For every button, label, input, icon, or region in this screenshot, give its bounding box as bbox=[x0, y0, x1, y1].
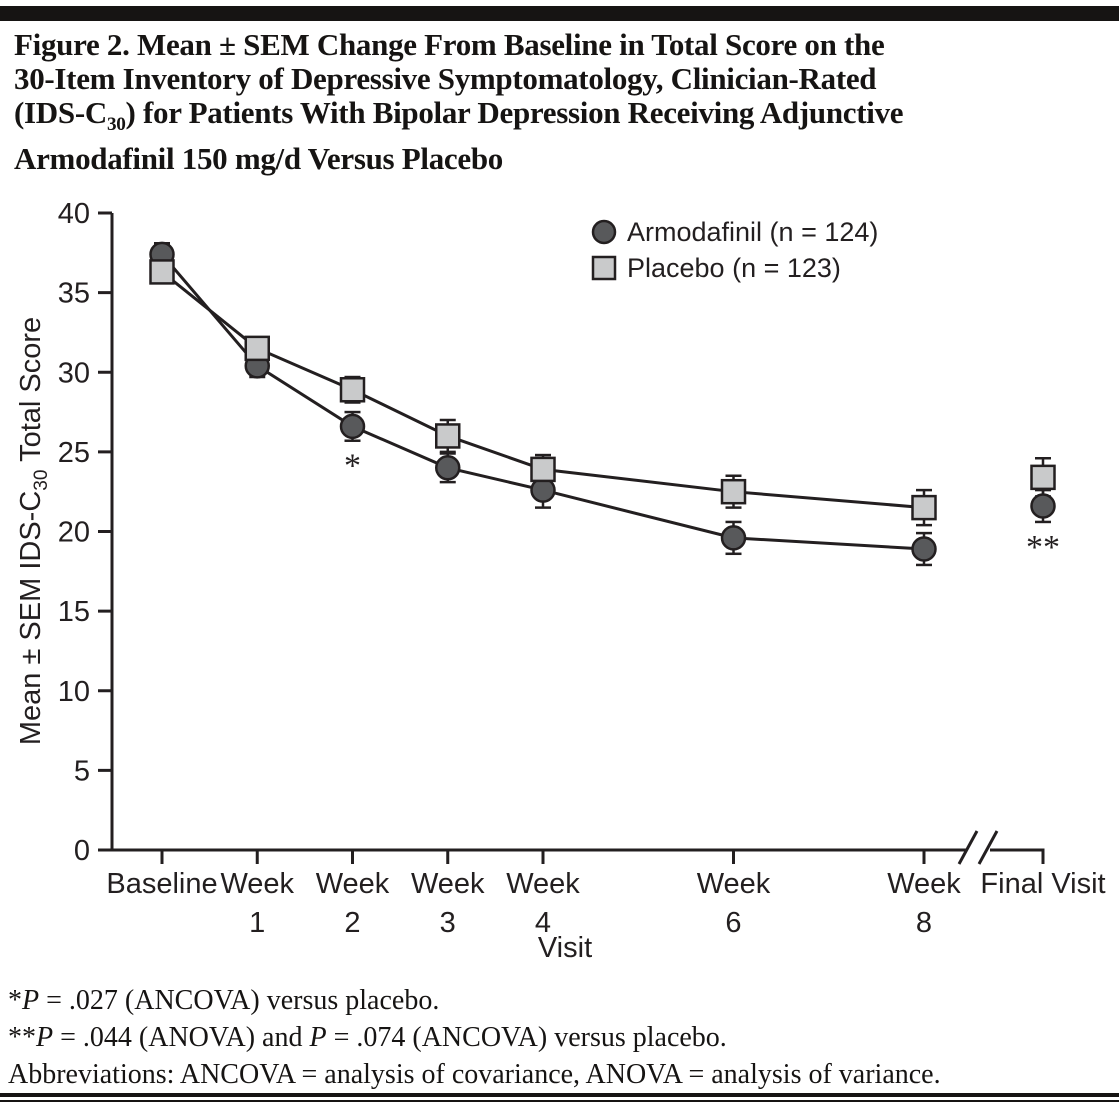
x-axis-label: Week bbox=[411, 868, 485, 900]
y-axis-tick-label: 40 bbox=[58, 198, 90, 230]
text-segment: * bbox=[8, 985, 22, 1016]
figure-title-line: Figure 2. Mean ± SEM Change From Baselin… bbox=[14, 28, 1114, 62]
data-point-placebo bbox=[149, 259, 175, 285]
text-segment: ) for Patients With Bipolar Depression R… bbox=[125, 95, 904, 130]
y-axis-tick-label: 0 bbox=[74, 835, 90, 867]
x-axis-label-line2: 8 bbox=[916, 907, 932, 939]
legend-marker-placebo bbox=[591, 255, 617, 281]
x-axis-label-line2: 3 bbox=[440, 907, 456, 939]
text-segment: Armodafinil 150 mg/d Versus Placebo bbox=[14, 141, 503, 177]
y-axis-tick-label: 30 bbox=[58, 357, 90, 389]
italic-text: P bbox=[22, 985, 40, 1016]
text-segment: = .027 (ANCOVA) versus placebo. bbox=[39, 985, 440, 1016]
x-axis-label: Week bbox=[697, 868, 771, 900]
figure-title-line: Armodafinil 150 mg/d Versus Placebo bbox=[14, 142, 1114, 176]
x-axis-title: Visit bbox=[538, 932, 592, 964]
legend-label-placebo: Placebo (n = 123) bbox=[627, 253, 841, 283]
text-segment: = .074 (ANCOVA) versus placebo. bbox=[326, 1022, 727, 1053]
subscript-text: 30 bbox=[30, 469, 52, 491]
y-axis-tick-label: 10 bbox=[58, 676, 90, 708]
italic-text: P bbox=[309, 1022, 327, 1053]
text-segment: Mean ± SEM IDS-C bbox=[15, 490, 48, 746]
x-axis-label-line2: 6 bbox=[725, 907, 741, 939]
text-segment: Total Score bbox=[15, 316, 48, 470]
text-segment: Abbreviations: ANCOVA = analysis of cova… bbox=[8, 1059, 941, 1090]
y-axis-tick-label: 15 bbox=[58, 596, 90, 628]
significance-marker: ** bbox=[1026, 529, 1060, 566]
text-segment: = .044 (ANOVA) and bbox=[53, 1022, 310, 1053]
axis-break-slash bbox=[957, 830, 979, 865]
text-segment: ** bbox=[8, 1022, 36, 1053]
data-point-placebo bbox=[244, 335, 270, 362]
footnote-line: Abbreviations: ANCOVA = analysis of cova… bbox=[8, 1056, 1116, 1093]
data-point-armodafinil bbox=[1030, 493, 1056, 519]
y-axis-label: Mean ± SEM IDS-C30 Total Score bbox=[15, 317, 53, 745]
data-point-armodafinil bbox=[911, 536, 937, 562]
data-point-armodafinil bbox=[435, 455, 461, 481]
top-rule bbox=[0, 6, 1119, 21]
legend-marker-armodafinil bbox=[591, 219, 617, 245]
text-segment: Figure 2. Mean ± SEM Change From Baselin… bbox=[14, 27, 885, 62]
x-axis-label: Week bbox=[506, 868, 580, 900]
x-axis-label-line2: 4 bbox=[535, 907, 551, 939]
data-point-armodafinil bbox=[339, 413, 366, 440]
data-point-placebo bbox=[1030, 464, 1056, 491]
significance-marker: * bbox=[344, 448, 361, 485]
figure-title-line: (IDS-C30) for Patients With Bipolar Depr… bbox=[14, 96, 1114, 142]
legend-label-armodafinil: Armodafinil (n = 124) bbox=[627, 217, 878, 247]
x-axis-label: Week bbox=[887, 868, 961, 900]
figure-title: Figure 2. Mean ± SEM Change From Baselin… bbox=[14, 28, 1114, 176]
y-axis-tick-label: 5 bbox=[74, 755, 90, 787]
data-point-armodafinil bbox=[720, 525, 747, 551]
footnote-line: *P = .027 (ANCOVA) versus placebo. bbox=[8, 982, 1116, 1019]
data-point-placebo bbox=[720, 478, 747, 505]
footnotes: *P = .027 (ANCOVA) versus placebo. **P = … bbox=[8, 982, 1116, 1093]
x-axis-label: Final Visit bbox=[980, 868, 1105, 900]
x-axis-label: Baseline bbox=[106, 868, 217, 900]
figure-title-line: 30-Item Inventory of Depressive Symptoma… bbox=[14, 62, 1114, 96]
italic-text: P bbox=[36, 1022, 54, 1053]
bottom-rule bbox=[0, 1093, 1119, 1102]
x-axis-label-line2: 2 bbox=[344, 907, 360, 939]
x-axis-label-line2: 1 bbox=[249, 907, 265, 939]
text-segment: 30-Item Inventory of Depressive Symptoma… bbox=[14, 61, 877, 96]
y-axis-tick-label: 25 bbox=[58, 437, 90, 469]
y-axis-tick-label: 20 bbox=[58, 517, 90, 549]
axis-break-slash bbox=[977, 830, 999, 865]
y-axis-tick-label: 35 bbox=[58, 278, 90, 310]
text-segment: (IDS-C bbox=[14, 95, 107, 130]
footnote-line: **P = .044 (ANOVA) and P = .074 (ANCOVA)… bbox=[8, 1019, 1116, 1056]
data-point-placebo bbox=[435, 423, 461, 449]
data-point-placebo bbox=[530, 456, 556, 483]
x-axis-label: Week bbox=[220, 868, 294, 900]
data-point-placebo bbox=[911, 494, 937, 521]
data-point-placebo bbox=[339, 377, 366, 403]
x-axis-label: Week bbox=[316, 868, 390, 900]
subscript-text: 30 bbox=[106, 114, 126, 136]
